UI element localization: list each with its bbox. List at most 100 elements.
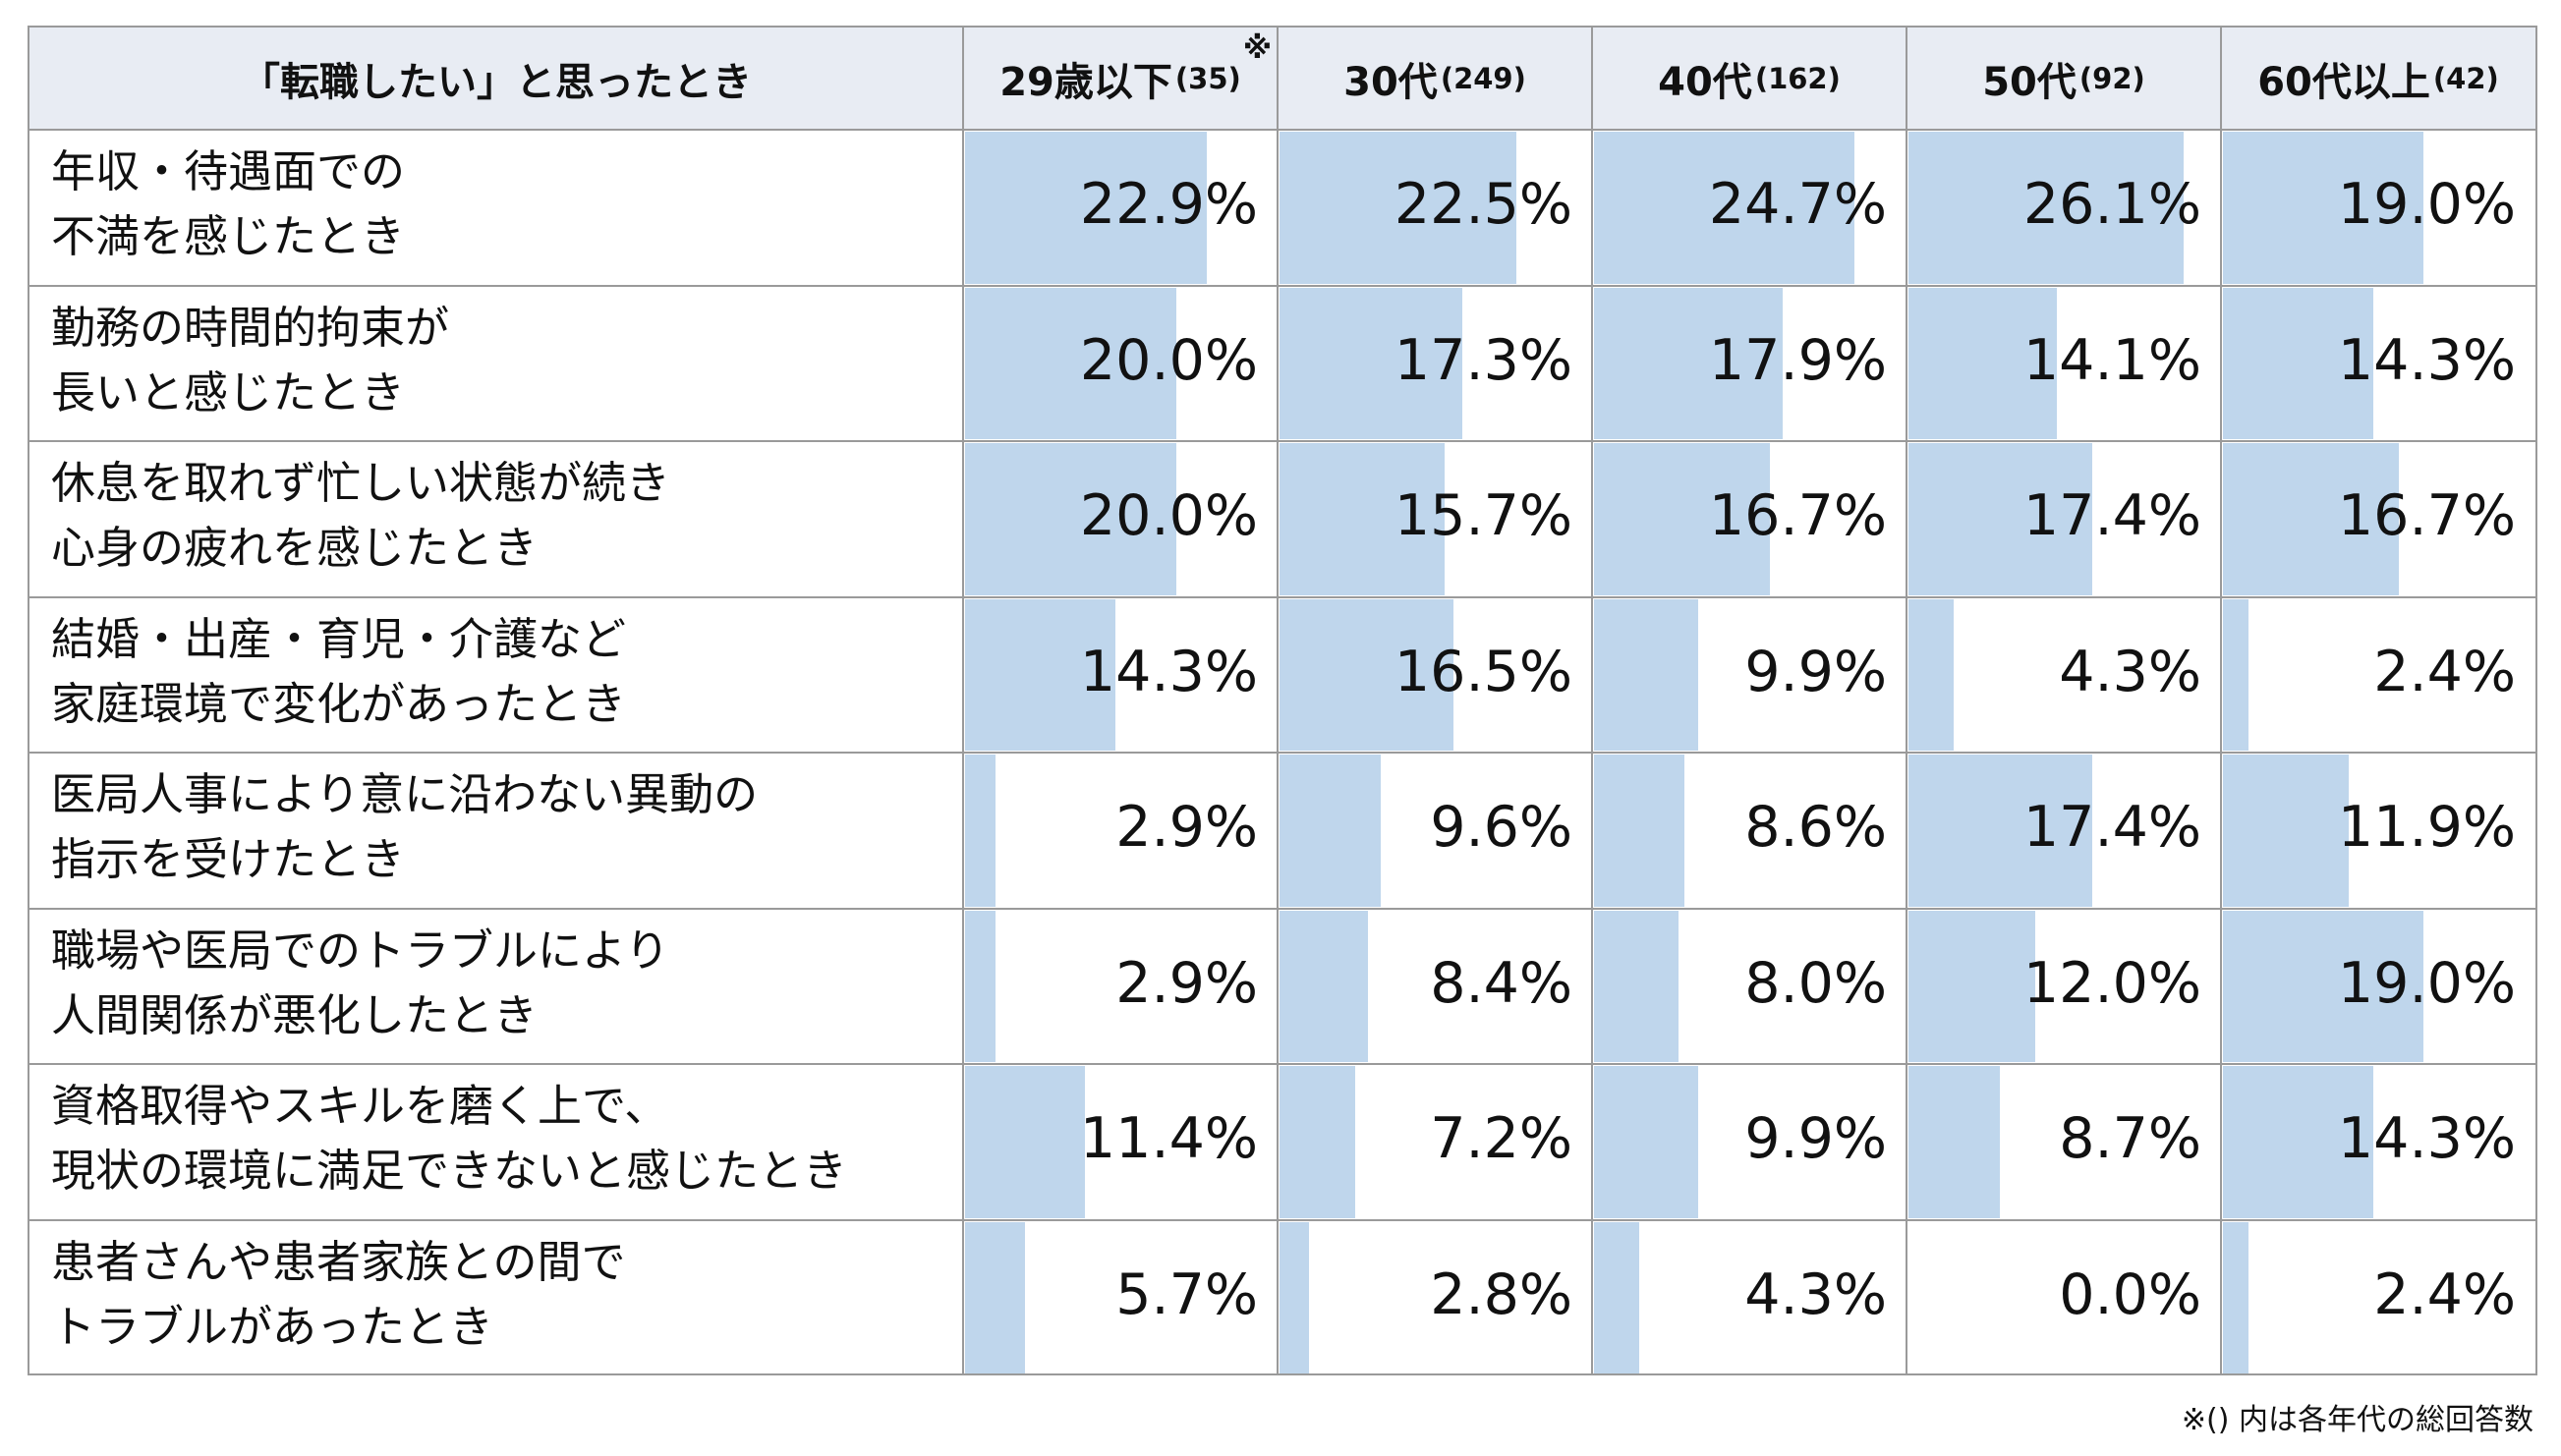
value-bar xyxy=(1280,598,1453,751)
value-bar xyxy=(1594,443,1771,595)
value-bar xyxy=(1594,1066,1699,1218)
value-bar xyxy=(1280,443,1446,595)
row-divider xyxy=(29,284,2535,287)
value-label: 16.7% xyxy=(2337,483,2516,549)
column-divider xyxy=(1277,28,1279,1373)
value-label: 26.1% xyxy=(2022,172,2201,238)
value-label: 22.5% xyxy=(1394,172,1572,238)
respondent-count: (92) xyxy=(2078,62,2145,95)
value-bar xyxy=(965,132,1207,284)
row-divider xyxy=(29,752,2535,754)
value-bar xyxy=(1908,132,2184,284)
row-divider xyxy=(29,595,2535,598)
value-label: 11.4% xyxy=(1079,1106,1258,1172)
row-divider xyxy=(29,129,2535,131)
value-bar xyxy=(1594,598,1699,751)
value-label: 17.4% xyxy=(2022,483,2201,549)
value-label: 19.0% xyxy=(2337,950,2516,1016)
value-label: 17.9% xyxy=(1708,327,1887,393)
value-bar xyxy=(2223,287,2374,439)
value-bar xyxy=(2223,1066,2374,1218)
header-row xyxy=(29,28,2535,130)
value-bar xyxy=(1908,755,2092,907)
row-label-line2: 現状の環境に満足できないと感じたとき xyxy=(51,1145,848,1197)
value-label: 17.3% xyxy=(1394,327,1572,393)
value-label: 19.0% xyxy=(2337,172,2516,238)
value-label: 4.3% xyxy=(1744,1261,1887,1327)
value-bar xyxy=(1908,598,1955,751)
value-label: 16.7% xyxy=(1708,483,1887,549)
value-label: 8.4% xyxy=(1430,950,1572,1016)
header-age-group: 29歳以下 (35) ※ xyxy=(963,28,1278,130)
respondent-count: (35) xyxy=(1174,62,1241,95)
header-age-group: 30代 (249) xyxy=(1278,28,1592,130)
value-bar xyxy=(2223,443,2400,595)
value-label: 16.5% xyxy=(1394,639,1572,704)
value-label: 17.4% xyxy=(2022,795,2201,861)
row-label-line2: 長いと感じたとき xyxy=(51,365,406,419)
value-bar xyxy=(1594,287,1784,439)
column-divider xyxy=(1591,28,1593,1373)
value-bar xyxy=(2223,1221,2248,1373)
value-label: 8.6% xyxy=(1744,795,1887,861)
age-group-label: 29歳以下 xyxy=(999,60,1172,105)
value-label: 11.9% xyxy=(2337,795,2516,861)
row-label-line1: 勤務の時間的拘束が xyxy=(51,301,450,354)
value-bar xyxy=(965,443,1176,595)
value-label: 14.3% xyxy=(2337,327,2516,393)
value-label: 0.0% xyxy=(2059,1261,2201,1327)
row-label-line2: 家庭環境で変化があったとき xyxy=(51,677,627,730)
value-bar xyxy=(1908,1066,2001,1218)
value-label: 20.0% xyxy=(1079,483,1258,549)
value-bar xyxy=(965,1066,1086,1218)
age-group-label: 60代以上 xyxy=(2257,60,2430,105)
note-mark: ※ xyxy=(1242,31,1272,66)
value-bar xyxy=(2223,910,2423,1062)
value-label: 14.3% xyxy=(1079,639,1258,704)
value-bar xyxy=(1280,1066,1356,1218)
value-label: 4.3% xyxy=(2059,639,2201,704)
value-bar xyxy=(1594,755,1685,907)
value-bar xyxy=(1280,287,1462,439)
value-label: 9.9% xyxy=(1744,639,1887,704)
row-label-line1: 患者さんや患者家族との間で xyxy=(51,1235,626,1288)
data-table: 「転職したい」と思ったとき 29歳以下 (35) ※ 30代 (249) 40代 (162) 5… xyxy=(28,26,2537,1375)
row-label-line1: 資格取得やスキルを磨く上で、 xyxy=(51,1080,669,1132)
age-group-label: 50代 xyxy=(1982,60,2077,105)
row-divider xyxy=(29,440,2535,442)
footnote: ※() 内は各年代の総回答数 xyxy=(2181,1403,2533,1437)
value-label: 2.9% xyxy=(1115,795,1258,861)
row-label-line1: 休息を取れず忙しい状態が続き xyxy=(51,457,671,509)
column-divider xyxy=(1906,28,1907,1373)
value-bar xyxy=(2223,755,2349,907)
respondent-count: (162) xyxy=(1754,62,1841,95)
header-age-group: 40代 (162) xyxy=(1592,28,1907,130)
value-label: 14.3% xyxy=(2337,1106,2516,1172)
value-label: 9.6% xyxy=(1430,795,1572,861)
value-label: 8.7% xyxy=(2059,1106,2201,1172)
value-label: 14.1% xyxy=(2022,327,2201,393)
value-label: 2.9% xyxy=(1115,950,1258,1016)
value-label: 8.0% xyxy=(1744,950,1887,1016)
value-bar xyxy=(2223,132,2423,284)
row-label-line2: トラブルがあったとき xyxy=(51,1300,494,1353)
value-label: 2.4% xyxy=(2373,1261,2516,1327)
column-divider xyxy=(2220,28,2222,1373)
value-label: 2.8% xyxy=(1430,1261,1572,1327)
value-bar xyxy=(1908,443,2092,595)
value-label: 7.2% xyxy=(1430,1106,1572,1172)
row-label-line2: 指示を受けたとき xyxy=(51,833,406,885)
header-age-group: 60代以上 (42) xyxy=(2221,28,2535,130)
age-group-label: 40代 xyxy=(1658,60,1752,105)
row-label-line1: 年収・待遇面での xyxy=(51,145,406,197)
column-divider xyxy=(962,28,964,1373)
value-label: 22.9% xyxy=(1079,172,1258,238)
value-label: 9.9% xyxy=(1744,1106,1887,1172)
value-label: 20.0% xyxy=(1079,327,1258,393)
age-group-label: 30代 xyxy=(1343,60,1438,105)
value-bar xyxy=(1280,1221,1310,1373)
value-label: 12.0% xyxy=(2022,950,2201,1016)
value-bar xyxy=(1594,1221,1640,1373)
value-bar xyxy=(965,755,996,907)
header-age-group: 50代 (92) xyxy=(1907,28,2221,130)
